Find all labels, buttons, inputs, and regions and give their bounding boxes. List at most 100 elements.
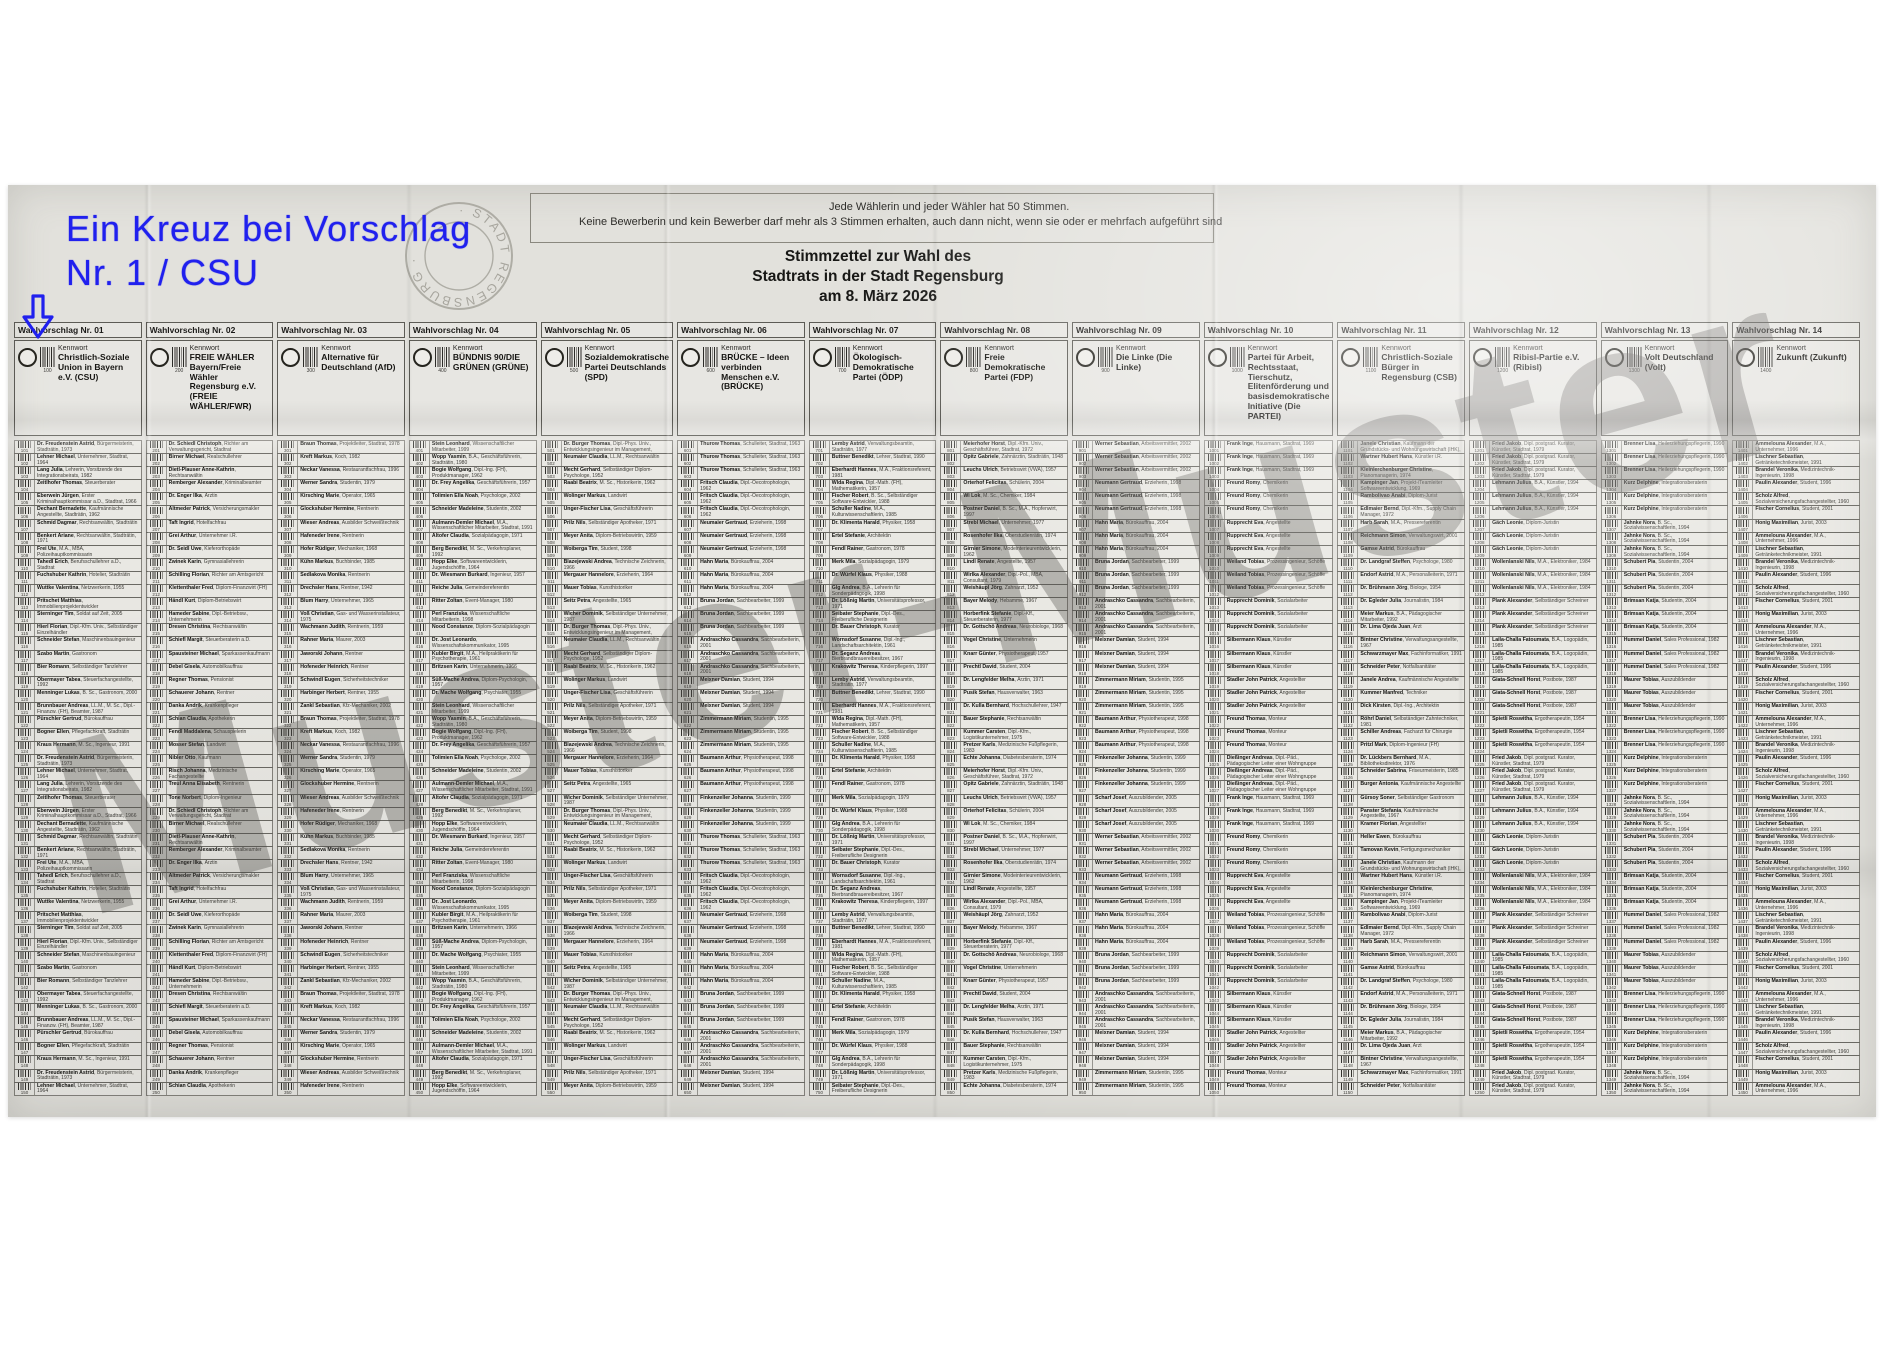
candidate-row[interactable]: 533 Wolinger Markus, Landwirt: [540, 859, 674, 874]
candidate-row[interactable]: 835 Lindl Renate, Angestellte, 1957: [940, 885, 1069, 900]
candidate-row[interactable]: 145 Brunnbauer Andreas, LL.M., M. Sc., Di…: [14, 1016, 142, 1031]
candidate-row[interactable]: 1301 Brenner Lisa, Heilerziehungspflegeri…: [1600, 440, 1729, 455]
candidate-row[interactable]: 1049 Freund Thomas, Monteur: [1203, 1068, 1334, 1083]
candidate-row[interactable]: 929 Scharf Josef, Auszubildender, 2005: [1072, 806, 1200, 821]
candidate-row[interactable]: 223 Fendl Maddalena, Schauspielerin: [145, 728, 274, 743]
candidate-row[interactable]: 545 Mecht Gerhard, Selbständiger Diplom-P…: [540, 1016, 674, 1031]
candidate-row[interactable]: 905 Neumann Gertraud, Erzieherin, 1998: [1072, 492, 1200, 507]
candidate-row[interactable]: 945 Andraschko Cassandra, Sachbearbeiteri…: [1072, 1016, 1200, 1031]
candidate-row[interactable]: 623 Zimmermann Miriam, Studentin, 1995: [677, 728, 805, 743]
candidate-row[interactable]: 226 Risch Johanna, Medizinische Fachanges…: [145, 767, 274, 782]
candidate-row[interactable]: 1328 Jahnke Nora, B. Sc., Sozialwissensch…: [1600, 793, 1729, 808]
candidate-row[interactable]: 838 Bayer Melody, Hebamme, 1967: [940, 924, 1069, 939]
candidate-row[interactable]: 1223 Spietli Roswitha, Ergotherapeutin, 1…: [1469, 728, 1597, 743]
candidate-row[interactable]: 1202 Fried Jakob, Dipl. postgrad. Kurator…: [1469, 453, 1597, 468]
candidate-row[interactable]: 1015 Rupprecht Dominik, Sozialarbeiter: [1203, 623, 1334, 638]
candidate-row[interactable]: 642 Hahn Maria, Bürokauffrau, 2004: [677, 976, 805, 991]
candidate-row[interactable]: 910 Bruna Jordan, Sachbearbeiter, 1999: [1072, 557, 1200, 572]
vote-circle[interactable]: [1473, 348, 1493, 367]
candidate-row[interactable]: 1111 Endorf Astrid, M.A., Personalleiteri…: [1337, 570, 1466, 586]
candidate-row[interactable]: 809 Girnier Simone, Modeinterieurentwickl…: [940, 544, 1069, 559]
candidate-row[interactable]: 646 Andraschko Cassandra, Sachbearbeiteri…: [677, 1029, 805, 1044]
candidate-row[interactable]: 1410 Brandel Veronika, Medizintechnik-Ing…: [1732, 557, 1860, 572]
candidate-row[interactable]: 1205 Lehmann Julius, B.A., Künstler, 1994: [1469, 492, 1597, 507]
candidate-row[interactable]: 313 Blum Harry, Unternehmer, 1965: [277, 597, 405, 612]
candidate-row[interactable]: 149 Dr. Freudenstein Astrid, Bürgermeiste…: [14, 1068, 142, 1083]
candidate-row[interactable]: 914 Andraschko Cassandra, Sachbearbeiteri…: [1072, 610, 1200, 625]
candidate-row[interactable]: 324 Neckar Vanessa, Restaurantfachfrau, 1…: [277, 741, 405, 756]
candidate-row[interactable]: 712 Glg Andrea, B.A., Lehrerin für Sonder…: [808, 584, 937, 599]
candidate-row[interactable]: 915 Andraschko Cassandra, Sachbearbeiteri…: [1072, 623, 1200, 638]
candidate-row[interactable]: 804 Orterhof Felicitas, Schülerin, 2004: [940, 479, 1069, 494]
candidate-row[interactable]: 939 Hahn Maria, Bürokauffrau, 2004: [1072, 937, 1200, 952]
candidate-row[interactable]: 827 Opitz Gabriele, Zahnärztin, Stadträti…: [940, 780, 1069, 795]
candidate-row[interactable]: 1232 Gäch Leonie, Diplom-Juristin: [1469, 845, 1597, 860]
candidate-row[interactable]: 1340 Maurer Tobias, Auszubildender: [1600, 950, 1729, 965]
candidate-row[interactable]: 417 Kubler Birgit, M.A., Heilpraktikerin …: [408, 649, 537, 664]
candidate-row[interactable]: 1327 Kurz Delphine, Integrationsberaterin: [1600, 780, 1729, 795]
candidate-row[interactable]: 947 Meixner Damian, Student, 1994: [1072, 1042, 1200, 1057]
candidate-row[interactable]: 717 Dr. Seganz Andreas, Bierbrandbrauerei…: [808, 649, 937, 664]
candidate-row[interactable]: 925 Finkenzeller Johanna, Studentin, 1999: [1072, 754, 1200, 769]
candidate-row[interactable]: 514 Wicher Dominik, Selbständiger Unterne…: [540, 610, 674, 625]
candidate-row[interactable]: 205 Dr. Enger Ilka, Ärztin: [145, 492, 274, 507]
candidate-row[interactable]: 943 Andraschko Cassandra, Sachbearbeiteri…: [1072, 989, 1200, 1005]
candidate-row[interactable]: 1106 Edlmaier Bernd, Dipl.-Kfm., Supply C…: [1337, 505, 1466, 520]
candidate-row[interactable]: 506 Unger-Fischer Lisa, Geschäftsführerin: [540, 505, 674, 520]
candidate-row[interactable]: 432 Reiche Julia, Gemeindereferentin: [408, 845, 537, 860]
candidate-row[interactable]: 1434 Fischer Cornelius, Student, 2001: [1732, 872, 1860, 887]
candidate-row[interactable]: 1014 Rupprecht Dominik, Sozialarbeiter: [1203, 610, 1334, 625]
candidate-row[interactable]: 641 Hahn Maria, Bürokauffrau, 2004: [677, 963, 805, 978]
candidate-row[interactable]: 1033 Freund Romy, Chemikerin: [1203, 859, 1334, 874]
candidate-row[interactable]: 1334 Brimsan Katja, Studentin, 2004: [1600, 872, 1729, 887]
candidate-row[interactable]: 331 Kühn Markus, Buchbinder, 1985: [277, 832, 405, 847]
candidate-row[interactable]: 1137 Rambolivao Anabi, Diplom-Jurist: [1337, 911, 1466, 926]
candidate-row[interactable]: 122 Pürschler Gertrud, Bürokauffrau: [14, 714, 142, 730]
candidate-row[interactable]: 1401 Ammelouna Alexander, M.A., Unternehm…: [1732, 440, 1860, 455]
candidate-row[interactable]: 707 Dr. Klimenta Harald, Physiker, 1958: [808, 518, 937, 533]
candidate-row[interactable]: 1110 Dr. Landgraf Steffen, Psychologe, 19…: [1337, 557, 1466, 572]
candidate-row[interactable]: 1416 Lischner Sebastian, Getränketechnikm…: [1732, 636, 1860, 651]
candidate-row[interactable]: 1116 Bintner Christine, Verwaltungsangest…: [1337, 636, 1466, 651]
candidate-row[interactable]: 1147 Dr. Lima Ojeda Juan, Arzt: [1337, 1042, 1466, 1057]
candidate-row[interactable]: 325 Werner Sandra, Studentin, 1979: [277, 754, 405, 769]
candidate-row[interactable]: 328 Wieser Andreas, Ausbilder Schweißtech…: [277, 793, 405, 808]
candidate-row[interactable]: 610 Hahn Maria, Bürokauffrau, 2004: [677, 557, 805, 572]
candidate-row[interactable]: 1118 Schneider Peter, Notfallsanitäter: [1337, 662, 1466, 677]
candidate-row[interactable]: 940 Bruna Jordan, Sachbearbeiter, 1999: [1072, 950, 1200, 965]
candidate-row[interactable]: 930 Scharf Josef, Auszubildender, 2005: [1072, 819, 1200, 834]
candidate-row[interactable]: 1213 Plank Alexander, Selbständiger Schre…: [1469, 597, 1597, 612]
candidate-row[interactable]: 1127 Burger Antonia, Kaufmännische Angest…: [1337, 780, 1466, 795]
candidate-row[interactable]: 706 Schuller Nadine, M.A., Kulturwissensc…: [808, 505, 937, 520]
candidate-row[interactable]: 933 Werner Sebastian, Arbeitsvermittler, …: [1072, 859, 1200, 874]
candidate-row[interactable]: 648 Andraschko Cassandra, Sachbearbeiteri…: [677, 1055, 805, 1070]
candidate-row[interactable]: 1420 Fischer Cornelius, Student, 2001: [1732, 688, 1860, 703]
candidate-row[interactable]: 237 Dr. Seidl Uwe, Kieferorthopäde: [145, 911, 274, 926]
candidate-row[interactable]: 1126 Schneider Sabrina, Friseurmeisterin,…: [1337, 767, 1466, 782]
candidate-row[interactable]: 923 Baumann Arthur, Physiotherapeut, 1998: [1072, 728, 1200, 743]
candidate-row[interactable]: 1312 Schubert Pia, Studentin, 2004: [1600, 584, 1729, 599]
candidate-row[interactable]: 617 Andraschko Cassandra, Sachbearbeiteri…: [677, 649, 805, 664]
vote-circle[interactable]: [1207, 348, 1227, 367]
candidate-row[interactable]: 244 Schiefl Margit, Steuerberaterin a.D.: [145, 1003, 274, 1018]
candidate-row[interactable]: 138 Sterninger Tim, Soldat auf Zeit, 2005: [14, 924, 142, 939]
candidate-row[interactable]: 1335 Brimsan Katja, Studentin, 2004: [1600, 885, 1729, 900]
candidate-row[interactable]: 406 Schneider Madeleine, Studentin, 2002: [408, 505, 537, 520]
candidate-row[interactable]: 1221 Giata-Schnell Horst, Postbote, 1987: [1469, 701, 1597, 716]
candidate-row[interactable]: 719 Lemby Astrid, Verwaltungsbeamtin, Sta…: [808, 675, 937, 690]
candidate-row[interactable]: 1337 Hummel Daniel, Sales Professional, 1…: [1600, 911, 1729, 926]
candidate-row[interactable]: 338 Jaworski Johann, Rentner: [277, 924, 405, 939]
candidate-row[interactable]: 202 Birner Michael, Realschullehrer: [145, 453, 274, 468]
candidate-row[interactable]: 206 Altmeder Patrick, Versicherungsmakler: [145, 505, 274, 520]
candidate-row[interactable]: 236 Grei Arthur, Unternehmer i.R.: [145, 898, 274, 913]
candidate-row[interactable]: 635 Fritsch Claudia, Dipl.-Oecotrophologi…: [677, 885, 805, 900]
candidate-row[interactable]: 308 Hafeneder Irene, Rentnerin: [277, 531, 405, 546]
candidate-row[interactable]: 612 Hahn Maria, Bürokauffrau, 2004: [677, 584, 805, 599]
candidate-row[interactable]: 207 Taft Ingrid, Hotelfachfrau: [145, 518, 274, 533]
candidate-row[interactable]: 716 Wornsdorf Susanne, Dipl.-Ing., Landsc…: [808, 636, 937, 651]
candidate-row[interactable]: 431 Dr. Wiesmann Burkard, Ingenieur, 1957: [408, 832, 537, 847]
candidate-row[interactable]: 224 Mosser Stefan, Landwirt: [145, 741, 274, 756]
candidate-row[interactable]: 530 Neumaier Claudia, LL.M., Rechtsanwält…: [540, 819, 674, 834]
candidate-row[interactable]: 738 Buttner Benedikt, Lehrer, Stadtrat, 1…: [808, 924, 937, 939]
